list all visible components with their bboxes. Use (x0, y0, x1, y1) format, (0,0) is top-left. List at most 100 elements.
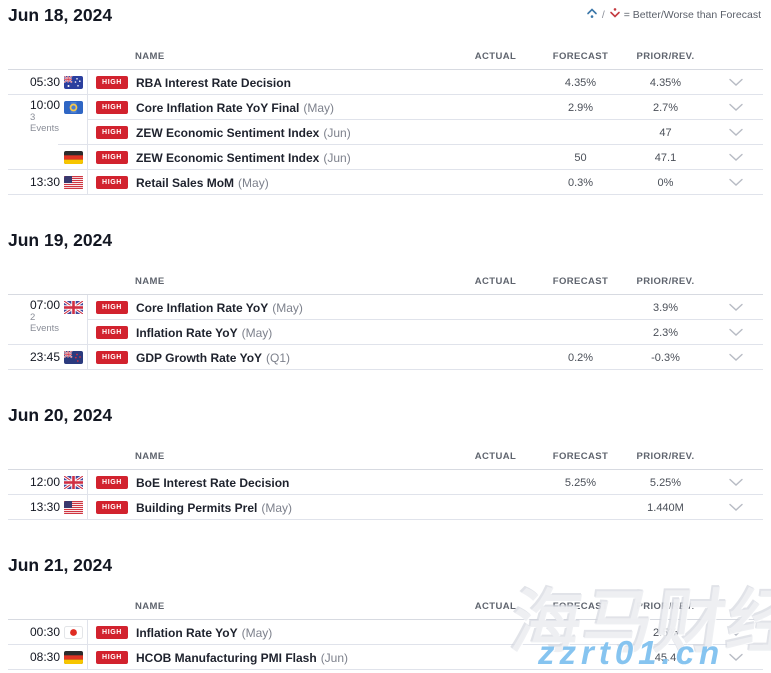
event-row[interactable]: HIGH ZEW Economic Sentiment Index (Jun) … (8, 120, 763, 145)
importance-badge-high: HIGH (96, 651, 128, 664)
event-period: (May) (261, 500, 293, 515)
event-name: ZEW Economic Sentiment Index (136, 125, 320, 140)
event-name: ZEW Economic Sentiment Index (136, 150, 320, 165)
importance-badge-high: HIGH (96, 101, 128, 114)
event-row[interactable]: HIGH ZEW Economic Sentiment Index (Jun) … (8, 145, 763, 170)
germany-flag-icon (64, 651, 83, 664)
event-row[interactable]: HIGH Inflation Rate YoY (May) 2.3% (8, 320, 763, 345)
importance-badge-high: HIGH (96, 151, 128, 164)
chevron-down-icon[interactable] (708, 303, 763, 312)
importance-badge-high: HIGH (96, 476, 128, 489)
chevron-down-icon[interactable] (708, 78, 763, 87)
chevron-down-icon[interactable] (708, 628, 763, 637)
importance-badge-high: HIGH (96, 76, 128, 89)
forecast-value: 2.9% (567, 101, 594, 114)
events-table: NAME ACTUAL FORECAST PRIOR/REV. 12:00 (8, 425, 763, 520)
forecast-value: 0.2% (567, 351, 594, 364)
chevron-down-icon[interactable] (708, 128, 763, 137)
importance-badge-high: HIGH (96, 501, 128, 514)
chevron-down-icon[interactable] (708, 153, 763, 162)
column-header-expand (708, 287, 763, 294)
importance-badge-high: HIGH (96, 176, 128, 189)
chevron-down-icon[interactable] (708, 478, 763, 487)
event-period: (Jun) (323, 150, 351, 165)
importance-badge-high: HIGH (96, 351, 128, 364)
forecast-value: 50 (574, 151, 587, 164)
chevron-down-icon[interactable] (708, 653, 763, 662)
events-count: 3 Events (30, 112, 60, 134)
chevron-down-icon[interactable] (708, 503, 763, 512)
event-row[interactable]: 23:45 HIGH GDP Growth Rate YoY (Q1) 0.2% (8, 345, 763, 370)
importance-badge-high: HIGH (96, 126, 128, 139)
event-row[interactable]: 12:00 HIGH BoE Interest Rate Decision 5.… (8, 470, 763, 495)
event-name: Building Permits Prel (136, 500, 258, 515)
event-row[interactable]: 00:30 HIGH Inflation Rate YoY (May) (8, 620, 763, 645)
legend: / = Better/Worse than Forecast (586, 7, 761, 22)
event-time: 23:45 (30, 350, 61, 364)
event-row[interactable]: 10:00 3 Events HIGH Core Inflation Rate … (8, 95, 763, 134)
column-header-forecast: FORECAST (552, 601, 609, 612)
column-header-actual: ACTUAL (474, 451, 517, 462)
column-header-prior: PRIOR/REV. (636, 451, 695, 462)
table-header: NAME ACTUAL FORECAST PRIOR/REV. (8, 25, 763, 70)
event-row[interactable]: 05:30 HIGH RBA Interest Rate Decision 4.… (8, 70, 763, 95)
importance-badge-high: HIGH (96, 626, 128, 639)
caret-up-dot-icon (586, 7, 598, 22)
united-states-flag-icon (64, 501, 83, 514)
column-header-name: NAME (135, 451, 165, 462)
event-name: RBA Interest Rate Decision (136, 75, 291, 90)
chevron-down-icon[interactable] (708, 353, 763, 362)
event-row[interactable]: 13:30 HIGH Retail Sales MoM (May) 0.3% (8, 170, 763, 195)
event-name: Retail Sales MoM (136, 175, 235, 190)
date-heading: Jun 18, 2024 (8, 5, 113, 25)
event-name: BoE Interest Rate Decision (136, 475, 290, 490)
table-header: NAME ACTUAL FORECAST PRIOR/REV. (8, 250, 763, 295)
forecast-value: 5.25% (564, 476, 597, 489)
event-name: Inflation Rate YoY (136, 625, 238, 640)
event-name: HCOB Manufacturing PMI Flash (136, 650, 317, 665)
column-header-actual: ACTUAL (474, 51, 517, 62)
column-header-expand (708, 62, 763, 69)
event-time: 13:30 (30, 175, 61, 189)
european-union-flag-icon (64, 101, 83, 114)
caret-down-dot-icon (609, 7, 621, 22)
event-name: Core Inflation Rate YoY (136, 300, 269, 315)
date-heading: Jun 21, 2024 (8, 555, 113, 575)
events-table: NAME ACTUAL FORECAST PRIOR/REV. 00:30 (8, 575, 763, 670)
event-period: (May) (238, 175, 269, 190)
column-header-prior: PRIOR/REV. (636, 51, 695, 62)
germany-flag-icon (64, 151, 83, 164)
event-row[interactable]: 07:00 2 Events HIGH Core Inflation Rate … (8, 295, 763, 334)
importance-badge-high: HIGH (96, 301, 128, 314)
prior-value: 5.25% (649, 476, 682, 489)
day-section: Jun 18, 2024 NAME ACTUAL FORECAST PRIOR/… (0, 0, 771, 195)
column-header-expand (708, 612, 763, 619)
japan-flag-icon (64, 626, 83, 639)
event-period: (May) (272, 300, 303, 315)
column-header-expand (708, 462, 763, 469)
event-period: (May) (303, 100, 335, 115)
column-header-name: NAME (135, 51, 165, 62)
prior-value: 47.1 (654, 151, 677, 164)
chevron-down-icon[interactable] (708, 328, 763, 337)
prior-value: 4.35% (649, 76, 682, 89)
event-time: 05:30 (30, 75, 61, 89)
event-time: 00:30 (30, 625, 61, 639)
event-name: Core Inflation Rate YoY Final (136, 100, 300, 115)
column-header-prior: PRIOR/REV. (636, 601, 695, 612)
prior-value: 2.3% (652, 326, 679, 339)
date-heading: Jun 20, 2024 (8, 405, 113, 425)
event-period: (Q1) (266, 350, 291, 365)
chevron-down-icon[interactable] (708, 178, 763, 187)
event-name: GDP Growth Rate YoY (136, 350, 263, 365)
day-section: Jun 20, 2024 NAME ACTUAL FORECAST PRIOR/… (0, 370, 771, 520)
chevron-down-icon[interactable] (708, 103, 763, 112)
importance-badge-high: HIGH (96, 326, 128, 339)
column-header-prior: PRIOR/REV. (636, 276, 695, 287)
column-header-forecast: FORECAST (552, 451, 609, 462)
event-time: 10:00 (30, 98, 61, 112)
event-time: 13:30 (30, 500, 61, 514)
event-row[interactable]: 08:30 HIGH HCOB Manufacturing PMI Flash … (8, 645, 763, 670)
event-row[interactable]: 13:30 HIGH Building Permits Prel (May) (8, 495, 763, 520)
legend-slash: / (601, 8, 605, 21)
